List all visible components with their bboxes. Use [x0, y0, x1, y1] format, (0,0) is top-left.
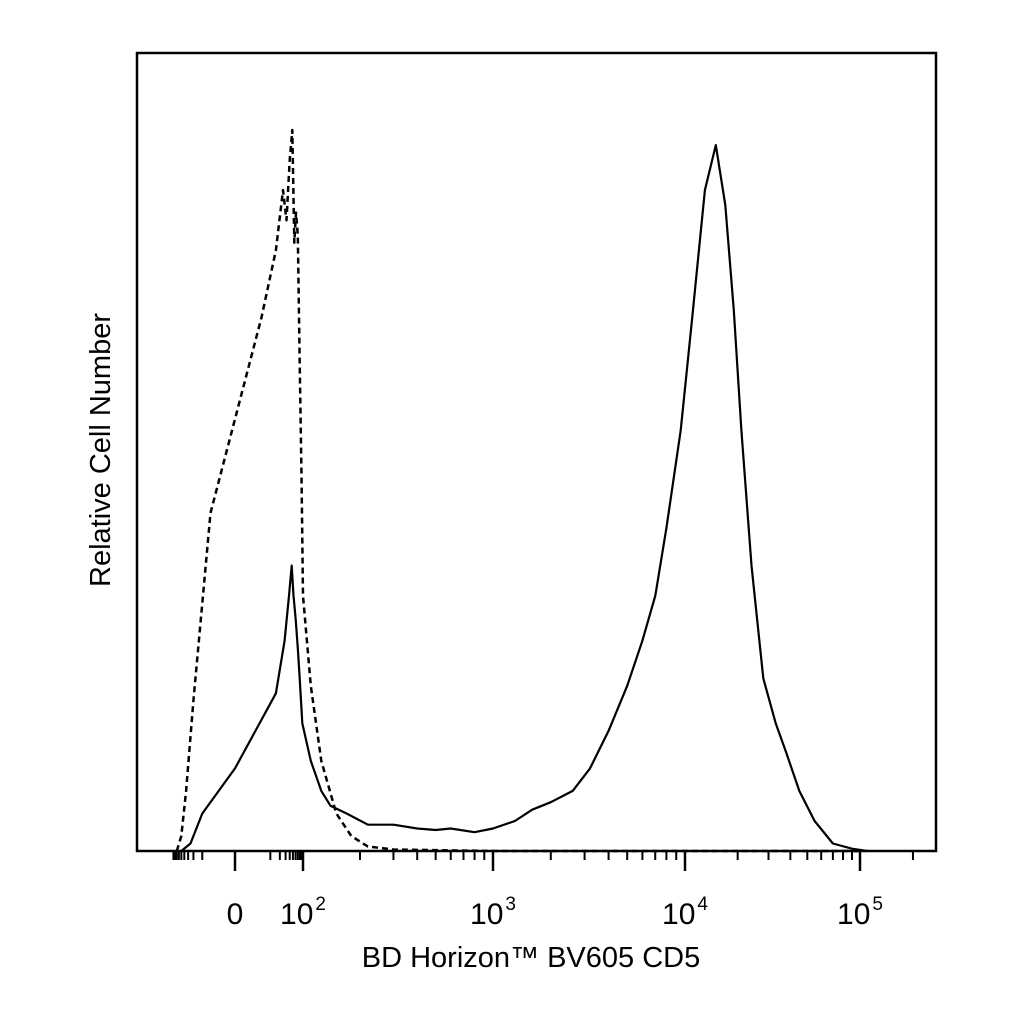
x-axis-tick-labels: 0 10 2 10 3 10 4 10 5 — [227, 894, 883, 931]
x-tick-label: 10 3 — [470, 894, 516, 931]
series-layer — [175, 128, 868, 853]
y-axis-label: Relative Cell Number — [85, 313, 117, 587]
x-axis-major-ticks — [233, 851, 862, 871]
x-tick-label: 10 4 — [662, 894, 708, 931]
series-dashed-line — [175, 128, 860, 853]
x-axis-minor-ticks — [172, 851, 914, 860]
series-solid-line — [180, 144, 868, 853]
x-axis-label: BD Horizon™ BV605 CD5 — [362, 942, 700, 974]
x-tick-label: 0 — [227, 898, 244, 931]
x-tick-label: 10 2 — [280, 894, 326, 931]
x-tick-label: 10 5 — [837, 894, 883, 931]
plot-frame — [135, 51, 938, 853]
